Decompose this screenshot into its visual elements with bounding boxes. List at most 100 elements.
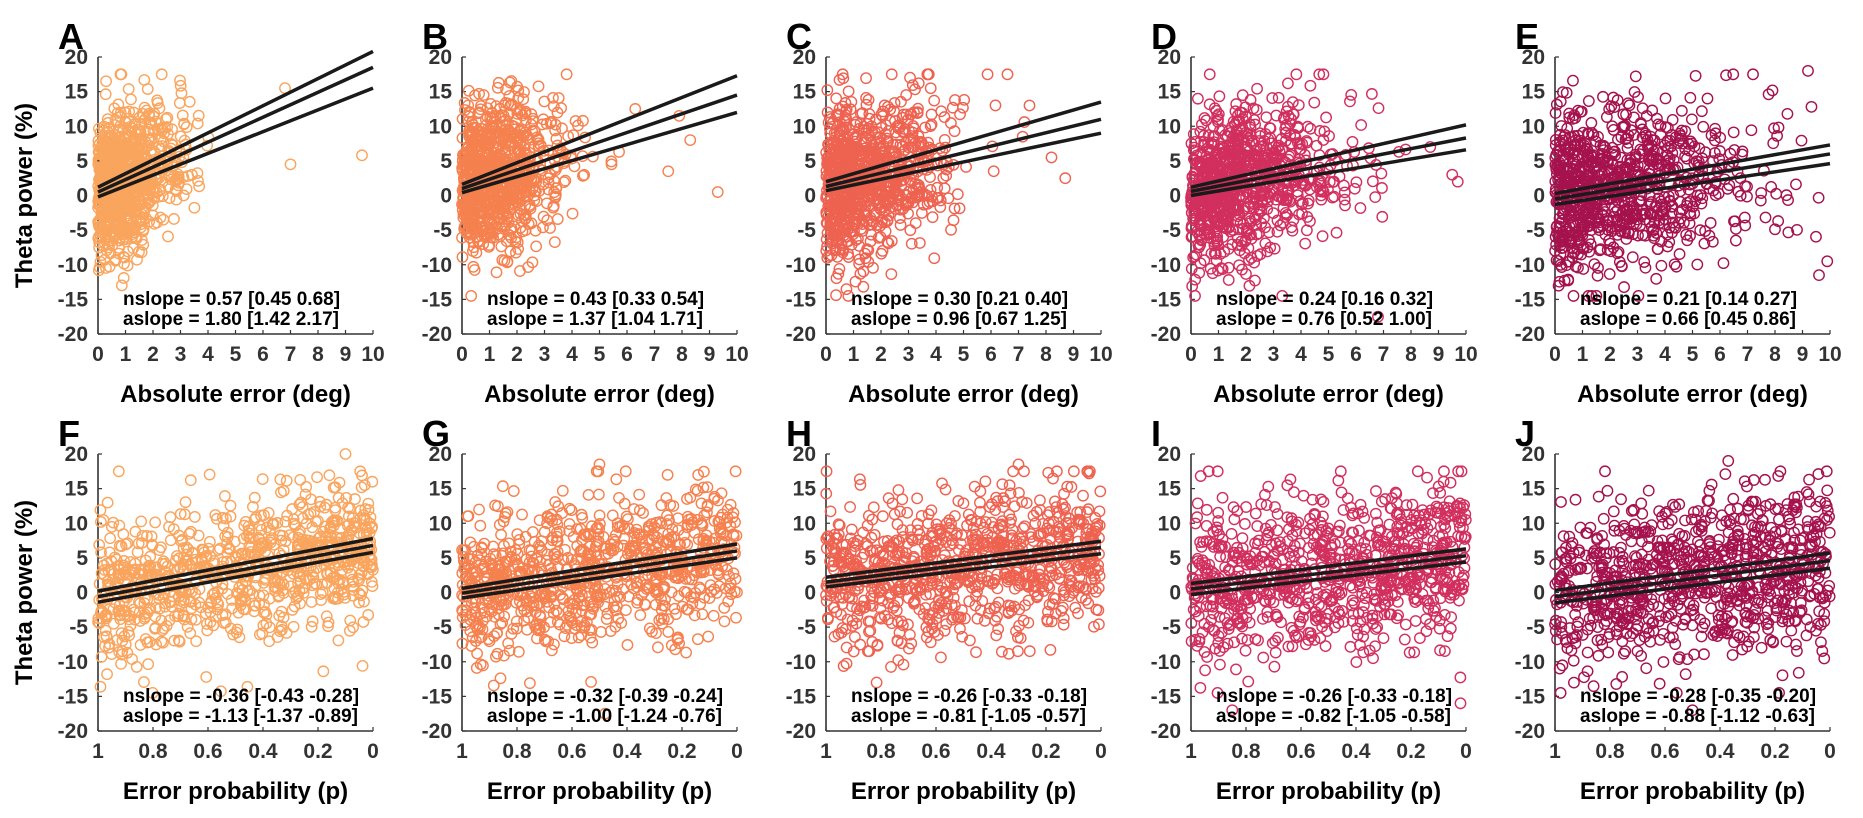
data-point <box>460 205 473 218</box>
data-point <box>504 224 517 237</box>
data-point <box>184 474 197 487</box>
data-point <box>498 115 511 127</box>
x-tick-label: 1 <box>120 343 132 366</box>
data-point <box>176 109 189 122</box>
x-tick-label: 5 <box>230 343 242 366</box>
data-point <box>284 158 297 171</box>
data-point <box>1795 134 1808 147</box>
data-point <box>556 122 568 135</box>
data-point <box>191 167 204 180</box>
data-point <box>483 155 496 168</box>
y-tick-label: -5 <box>69 616 88 639</box>
data-point <box>1701 92 1714 105</box>
data-point <box>146 199 159 212</box>
data-point <box>125 93 137 106</box>
data-point <box>1446 168 1459 181</box>
data-point <box>462 142 475 155</box>
data-point <box>140 183 153 196</box>
data-point <box>1727 126 1740 139</box>
data-point <box>492 208 505 220</box>
data-point <box>124 120 136 133</box>
data-point <box>99 231 112 243</box>
data-point <box>135 208 148 220</box>
data-point <box>482 122 494 135</box>
panel-letter-c: C <box>786 16 812 57</box>
data-point <box>860 91 872 104</box>
data-point <box>1697 120 1710 133</box>
data-point <box>473 197 486 210</box>
data-point <box>305 596 318 608</box>
data-point <box>529 224 542 237</box>
y-tick-label: 5 <box>76 547 88 570</box>
x-tick-label: 2 <box>1240 343 1252 366</box>
data-point <box>1629 70 1642 83</box>
data-point <box>572 119 584 132</box>
y-tick-label: -10 <box>1151 254 1181 277</box>
data-point <box>551 213 564 225</box>
x-tick-label: 7 <box>1742 343 1754 366</box>
data-point <box>1821 255 1834 268</box>
data-point <box>495 133 508 146</box>
y-tick-label: -20 <box>1515 323 1545 346</box>
y-tick-label: 15 <box>1522 81 1546 104</box>
data-point <box>163 192 176 204</box>
y-tick-label: 15 <box>65 81 89 104</box>
data-point <box>180 121 193 133</box>
data-point <box>157 135 170 148</box>
data-point <box>93 538 106 551</box>
data-point <box>135 234 148 246</box>
x-tick-label: 8 <box>1405 343 1417 366</box>
data-point <box>487 154 500 167</box>
data-point <box>191 117 204 130</box>
y-tick-label: 15 <box>65 478 89 501</box>
data-point <box>854 267 867 280</box>
data-point <box>477 89 490 101</box>
y-tick-label: 15 <box>1158 81 1182 104</box>
x-tick-label: 5 <box>594 343 606 366</box>
data-point <box>154 211 167 224</box>
y-tick-label: 0 <box>1169 185 1181 208</box>
data-point <box>475 144 487 157</box>
x-tick-label: 2 <box>1604 343 1616 366</box>
data-point <box>100 75 112 88</box>
x-tick-label: 3 <box>903 343 915 366</box>
data-point <box>504 76 516 89</box>
x-tick-label: 7 <box>1013 343 1025 366</box>
data-point <box>481 137 494 150</box>
data-point <box>463 153 476 166</box>
data-point <box>849 275 862 288</box>
data-point <box>1659 92 1672 105</box>
x-tick-label: 7 <box>285 343 297 366</box>
data-point <box>1591 269 1604 282</box>
x-tick-label: 9 <box>1797 343 1809 366</box>
data-point <box>926 211 939 224</box>
data-point <box>662 165 675 178</box>
y-tick-label: 10 <box>65 512 88 535</box>
data-point <box>527 141 540 153</box>
data-point <box>1717 257 1730 270</box>
data-point <box>112 140 125 152</box>
data-point <box>465 290 478 302</box>
x-tick-label: 1 <box>92 740 104 763</box>
data-point <box>178 117 191 130</box>
data-point <box>1704 217 1717 229</box>
x-tick-label: 5 <box>1323 343 1335 366</box>
y-tick-label: 10 <box>1158 115 1181 138</box>
data-point <box>842 85 855 98</box>
y-tick-label: 20 <box>1158 46 1181 69</box>
data-point <box>95 249 108 262</box>
data-point <box>885 268 898 280</box>
data-point <box>472 107 485 120</box>
x-tick-label: 3 <box>175 343 187 366</box>
data-point <box>510 246 522 259</box>
data-point <box>466 245 479 258</box>
data-point <box>1346 135 1359 148</box>
data-point <box>549 118 562 131</box>
x-tick-label: 6 <box>1350 343 1362 366</box>
data-point <box>547 201 560 214</box>
x-tick-label: 10 <box>1454 343 1477 366</box>
y-tick-label: -10 <box>1515 254 1545 277</box>
y-tick-label: -20 <box>786 323 816 346</box>
y-tick-label: 20 <box>1522 46 1545 69</box>
data-point <box>566 207 579 220</box>
